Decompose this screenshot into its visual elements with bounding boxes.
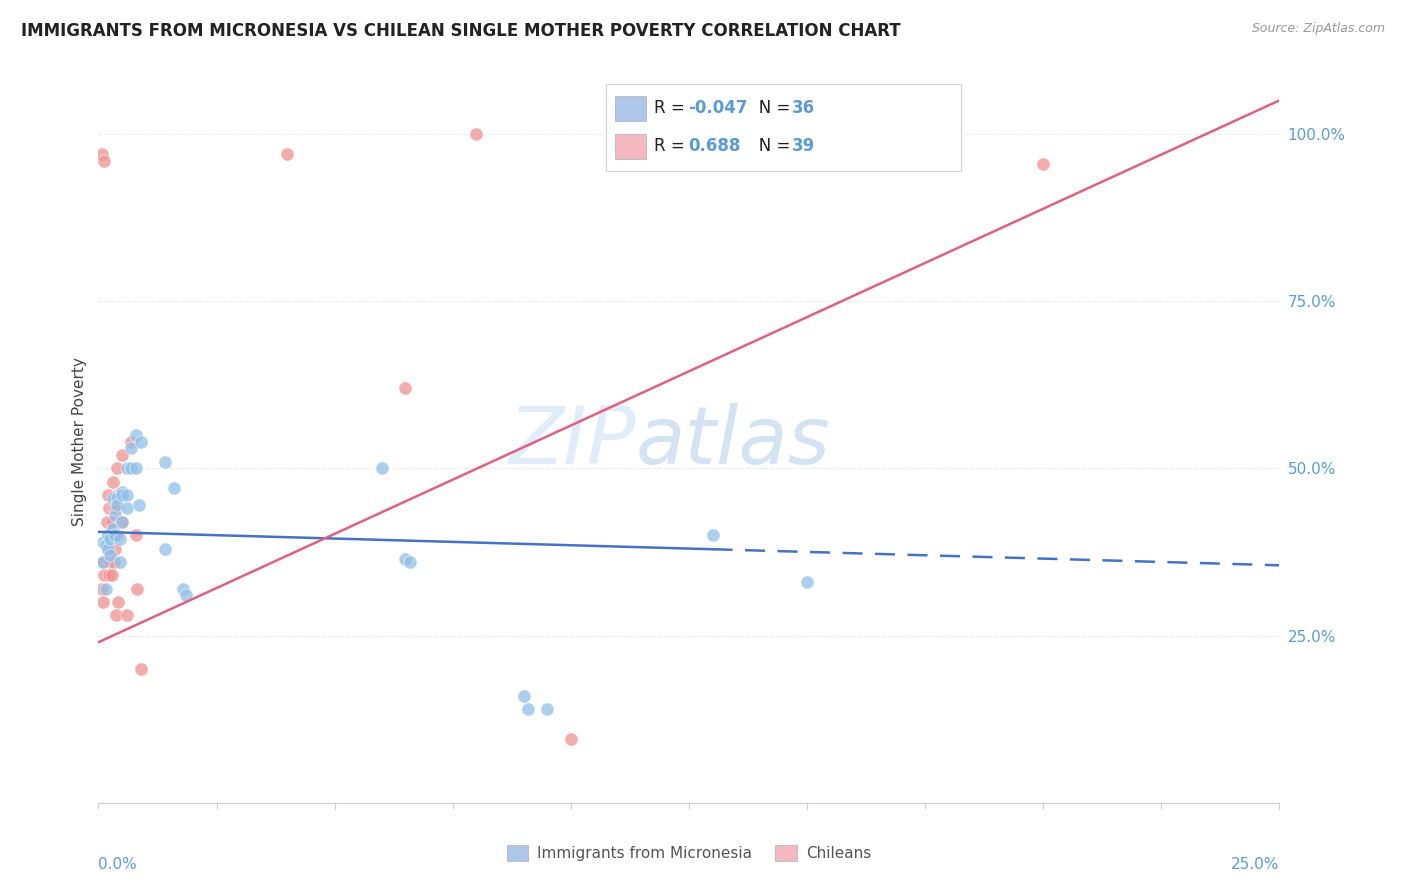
Point (536, 702, 558, 716)
Legend: Immigrants from Micronesia, Chileans: Immigrants from Micronesia, Chileans (501, 839, 877, 867)
Point (153, 455, 176, 469)
Point (105, 608, 128, 623)
Point (399, 555, 422, 569)
Point (108, 532, 131, 546)
Point (129, 434, 152, 449)
Point (91, 582, 114, 596)
Point (98, 532, 121, 546)
Point (125, 461, 148, 475)
Point (94, 582, 117, 596)
Point (153, 541, 176, 556)
Text: 39: 39 (792, 137, 815, 155)
Text: 0.0%: 0.0% (98, 857, 138, 872)
Point (107, 595, 129, 609)
Point (105, 501, 128, 516)
Point (796, 575, 818, 590)
Point (96, 515, 118, 529)
Point (97, 541, 120, 556)
Point (111, 488, 134, 502)
Point (91, 146, 114, 161)
Point (103, 555, 125, 569)
Point (517, 702, 540, 716)
Point (115, 501, 138, 516)
Point (97, 541, 120, 556)
Point (127, 582, 149, 596)
Point (465, 127, 488, 141)
Text: R =: R = (654, 137, 696, 155)
Point (104, 528, 127, 542)
Point (104, 541, 127, 556)
Text: ZIP: ZIP (509, 402, 636, 481)
Point (93, 153, 115, 168)
Point (105, 498, 128, 512)
Point (97, 528, 120, 542)
Text: -0.047: -0.047 (688, 99, 748, 117)
Point (105, 461, 128, 475)
Point (104, 508, 127, 523)
Text: 36: 36 (792, 99, 815, 117)
Point (115, 488, 138, 502)
Point (97, 488, 120, 502)
Point (111, 515, 134, 529)
Point (108, 555, 131, 569)
Point (101, 528, 124, 542)
Point (111, 484, 134, 499)
Text: N =: N = (742, 99, 796, 117)
Point (121, 434, 143, 449)
Point (121, 442, 143, 455)
Text: 25.0%: 25.0% (1232, 857, 1279, 872)
Y-axis label: Single Mother Poverty: Single Mother Poverty (72, 357, 87, 526)
Point (125, 427, 148, 442)
Point (105, 491, 128, 506)
Point (91, 595, 114, 609)
Point (97, 568, 120, 582)
Point (97, 501, 120, 516)
Text: N =: N = (742, 137, 796, 155)
Point (91, 555, 114, 569)
Text: Source: ZipAtlas.com: Source: ZipAtlas.com (1251, 22, 1385, 36)
Point (125, 528, 148, 542)
Point (91, 555, 114, 569)
Point (371, 461, 394, 475)
Point (94, 538, 117, 552)
Point (512, 689, 534, 703)
Point (1032, 157, 1054, 171)
Point (100, 568, 122, 582)
Point (91, 534, 114, 549)
Point (98, 548, 121, 563)
Point (172, 582, 194, 596)
Point (111, 515, 134, 529)
Point (129, 662, 152, 676)
Point (100, 515, 122, 529)
Point (702, 528, 724, 542)
Point (105, 528, 128, 542)
Point (163, 482, 186, 496)
Point (654, 157, 676, 171)
Text: IMMIGRANTS FROM MICRONESIA VS CHILEAN SINGLE MOTHER POVERTY CORRELATION CHART: IMMIGRANTS FROM MICRONESIA VS CHILEAN SI… (21, 22, 901, 40)
Text: atlas: atlas (636, 402, 831, 481)
Point (98, 555, 121, 569)
Point (121, 461, 143, 475)
Point (115, 608, 138, 623)
Point (93, 568, 115, 582)
Point (394, 551, 416, 566)
Point (101, 475, 124, 489)
Text: R =: R = (654, 99, 690, 117)
Text: 0.688: 0.688 (688, 137, 740, 155)
Point (103, 501, 125, 516)
Point (128, 498, 150, 512)
Point (174, 589, 197, 603)
Point (560, 732, 582, 747)
Point (276, 146, 298, 161)
Point (111, 448, 134, 462)
Point (115, 461, 138, 475)
Point (394, 381, 416, 395)
Point (107, 488, 129, 502)
Point (101, 491, 124, 506)
Point (101, 521, 124, 535)
